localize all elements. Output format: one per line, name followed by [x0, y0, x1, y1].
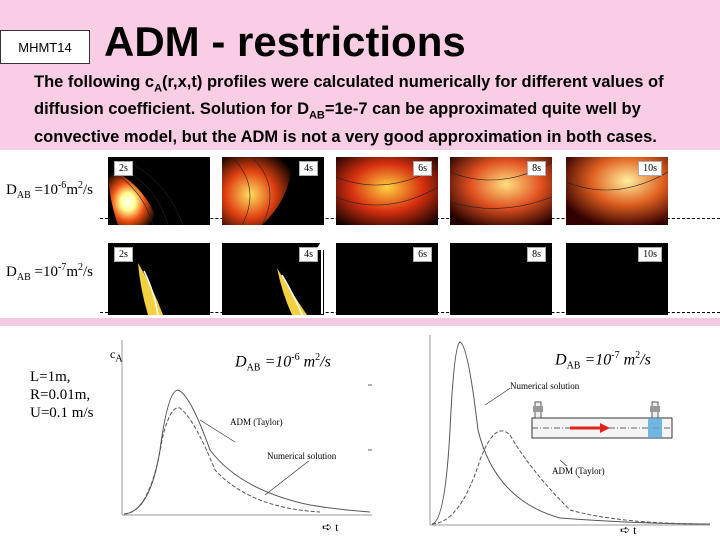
left-plot-diffusion-label: DAB =10-6 m2/s: [235, 352, 331, 374]
profile-r1-p3: 6s: [336, 157, 438, 225]
time-label: 10s: [638, 161, 662, 176]
right-ann-numerical: Numerical solution: [510, 381, 580, 391]
right-ann-adm: ADM (Taylor): [552, 466, 605, 476]
profile-r2-p2: 4s: [222, 243, 324, 315]
profile-r1-p4: 8s: [450, 157, 552, 225]
r-axis-label: R: [310, 272, 318, 287]
slide-description: The following cA(r,x,t) profiles were ca…: [34, 73, 664, 146]
left-t-axis-label: ➪ t: [322, 520, 339, 534]
slide-title: ADM - restrictions: [104, 18, 466, 65]
time-label: 2s: [114, 247, 133, 262]
profile-r2-p1: 2s: [108, 243, 210, 315]
profile-r1-p5: 10s: [566, 157, 668, 225]
time-label: 8s: [527, 247, 546, 262]
time-label: 10s: [638, 247, 662, 262]
header-band: [0, 0, 720, 150]
left-plot-curves: [121, 340, 372, 516]
profile-r1-p2: 4s: [222, 157, 324, 225]
profile-r2-p4: 8s: [450, 243, 552, 315]
pipe-diagram-icon: [531, 401, 673, 439]
row2-label: DAB =10-7m2/s: [6, 262, 93, 283]
left-ann-numerical: Numerical solution: [267, 451, 337, 461]
parameters-text: L=1m, R=0.01m, U=0.1 m/s: [30, 368, 93, 422]
time-label: 8s: [527, 161, 546, 176]
time-label: 6s: [413, 161, 432, 176]
param-length: L=1m,: [30, 369, 71, 385]
param-velocity: U=0.1 m/s: [30, 405, 94, 421]
separator-bar: [0, 318, 720, 326]
slide-badge: MHMT14: [0, 30, 90, 64]
time-label: 2s: [114, 161, 133, 176]
time-label: 6s: [413, 247, 432, 262]
profile-r2-p5: 10s: [566, 243, 668, 315]
row1-label: DAB =10-6m2/s: [6, 180, 93, 201]
time-label: 4s: [299, 161, 318, 176]
profile-r1-p1: 2s: [108, 157, 210, 225]
left-ann-adm: ADM (Taylor): [230, 417, 283, 427]
ca-axis-label: cA: [110, 347, 123, 365]
time-label: 4s: [299, 247, 318, 262]
left-plot: [110, 330, 380, 530]
pipe-axis-label: Pipe axis: [588, 292, 650, 311]
param-radius: R=0.01m,: [30, 387, 91, 403]
r-arrow-icon: [316, 240, 328, 314]
profile-r2-p3: 6s: [336, 243, 438, 315]
right-plot-diffusion-label: DAB =10-7 m2/s: [555, 350, 651, 372]
right-t-axis-label: ➪ t: [620, 523, 637, 537]
